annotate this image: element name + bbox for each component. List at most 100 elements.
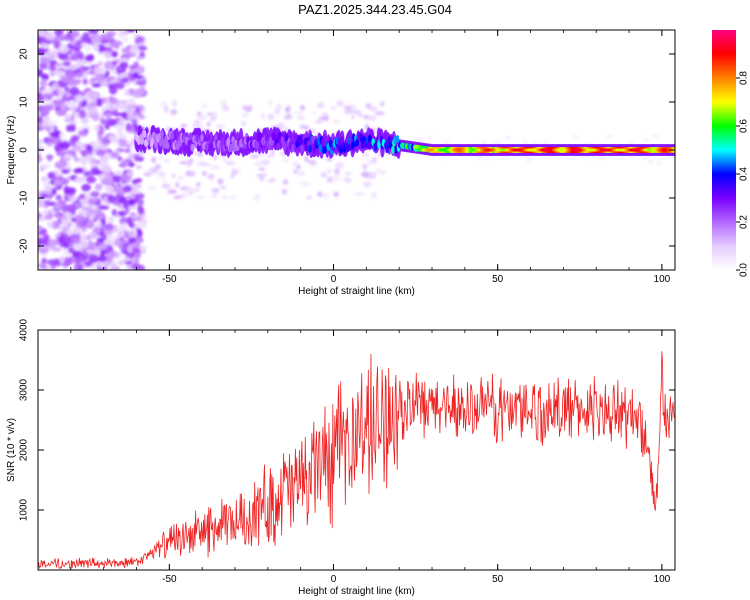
noise-blob [265, 154, 276, 158]
noise-blob [92, 35, 102, 45]
noise-blob [480, 140, 487, 144]
noise-blob [46, 50, 58, 56]
noise-blob [342, 176, 348, 183]
noise-blob [111, 60, 118, 66]
noise-blob [647, 160, 654, 164]
noise-blob [191, 122, 201, 129]
noise-blob [69, 64, 78, 71]
noise-blob [127, 230, 136, 238]
noise-blob [197, 160, 205, 164]
noise-blob [88, 162, 100, 168]
noise-blob [357, 192, 367, 196]
noise-blob [196, 181, 201, 187]
noise-blob [131, 118, 138, 126]
noise-blob [61, 94, 68, 103]
noise-blob [113, 81, 120, 88]
noise-blob [210, 164, 221, 170]
signal-core [188, 132, 193, 141]
noise-blob [42, 88, 53, 94]
noise-blob [63, 185, 70, 195]
noise-blob [38, 225, 44, 231]
noise-blob [525, 158, 533, 162]
noise-blob [78, 156, 89, 164]
noise-blob [80, 42, 90, 47]
noise-blob [38, 68, 44, 77]
noise-blob [68, 241, 75, 248]
noise-blob [118, 141, 128, 147]
noise-blob [50, 59, 58, 66]
noise-blob [41, 120, 52, 128]
noise-blob [121, 111, 128, 119]
noise-blob [84, 95, 91, 101]
noise-blob [296, 164, 301, 170]
noise-blob [650, 134, 659, 138]
noise-blob [118, 230, 126, 238]
noise-blob [216, 123, 225, 130]
noise-blob [57, 235, 66, 244]
noise-blob [86, 248, 93, 254]
noise-blob [293, 169, 298, 174]
noise-blob [114, 170, 123, 176]
snr-plot-area [38, 351, 675, 570]
noise-blob [102, 260, 112, 267]
noise-blob [126, 171, 133, 177]
noise-blob [196, 195, 206, 200]
noise-blob [108, 85, 118, 95]
spectrogram-panel: -50 0 50 100 -20 -10 0 10 20 Height of straight l… [6, 29, 676, 297]
signal-core [142, 130, 147, 139]
noise-blob [38, 138, 44, 144]
colorbar-tick-label: 0.0 [739, 263, 750, 277]
noise-blob [241, 113, 249, 118]
noise-blob [121, 77, 130, 83]
noise-blob [131, 263, 141, 270]
snr-xtick-label: -50 [162, 574, 177, 585]
noise-blob [119, 61, 129, 69]
spectrogram-xtick-label: 0 [331, 274, 337, 285]
noise-blob [57, 199, 67, 206]
noise-blob [100, 178, 111, 186]
noise-blob [86, 175, 96, 184]
noise-blob [38, 142, 42, 148]
noise-blob [522, 140, 528, 144]
noise-blob [493, 141, 501, 145]
noise-blob [99, 261, 105, 269]
noise-blob [113, 235, 121, 240]
noise-blob [443, 140, 450, 144]
noise-blob [38, 95, 45, 103]
noise-blob [135, 164, 142, 170]
noise-blob [170, 109, 178, 115]
noise-blob [97, 60, 103, 67]
noise-blob [222, 156, 228, 163]
noise-blob [350, 114, 356, 121]
noise-blob [133, 153, 140, 162]
noise-blob [380, 101, 385, 107]
noise-blob [331, 175, 341, 181]
noise-blob [139, 221, 147, 229]
noise-blob [79, 149, 91, 156]
signal-core [191, 143, 195, 152]
noise-blob [294, 111, 304, 115]
spectrogram-xtick-label: 50 [492, 274, 504, 285]
noise-blob [117, 260, 125, 266]
noise-blob [78, 198, 89, 204]
noise-blob [261, 159, 270, 166]
noise-blob [233, 168, 242, 173]
noise-blob [196, 111, 202, 117]
noise-blob [129, 46, 140, 55]
noise-blob [69, 124, 76, 132]
noise-blob [225, 161, 236, 166]
noise-blob [55, 110, 67, 117]
noise-blob [126, 113, 136, 121]
noise-blob [81, 202, 90, 208]
noise-blob [270, 149, 275, 155]
noise-blob [74, 94, 84, 103]
noise-blob [107, 216, 115, 224]
noise-blob [123, 89, 130, 97]
noise-blob [297, 171, 306, 176]
noise-blob [47, 259, 58, 266]
noise-blob [326, 176, 334, 183]
noise-blob [135, 107, 141, 114]
noise-blob [217, 178, 224, 185]
signal-core [165, 141, 170, 150]
noise-blob [92, 169, 103, 176]
